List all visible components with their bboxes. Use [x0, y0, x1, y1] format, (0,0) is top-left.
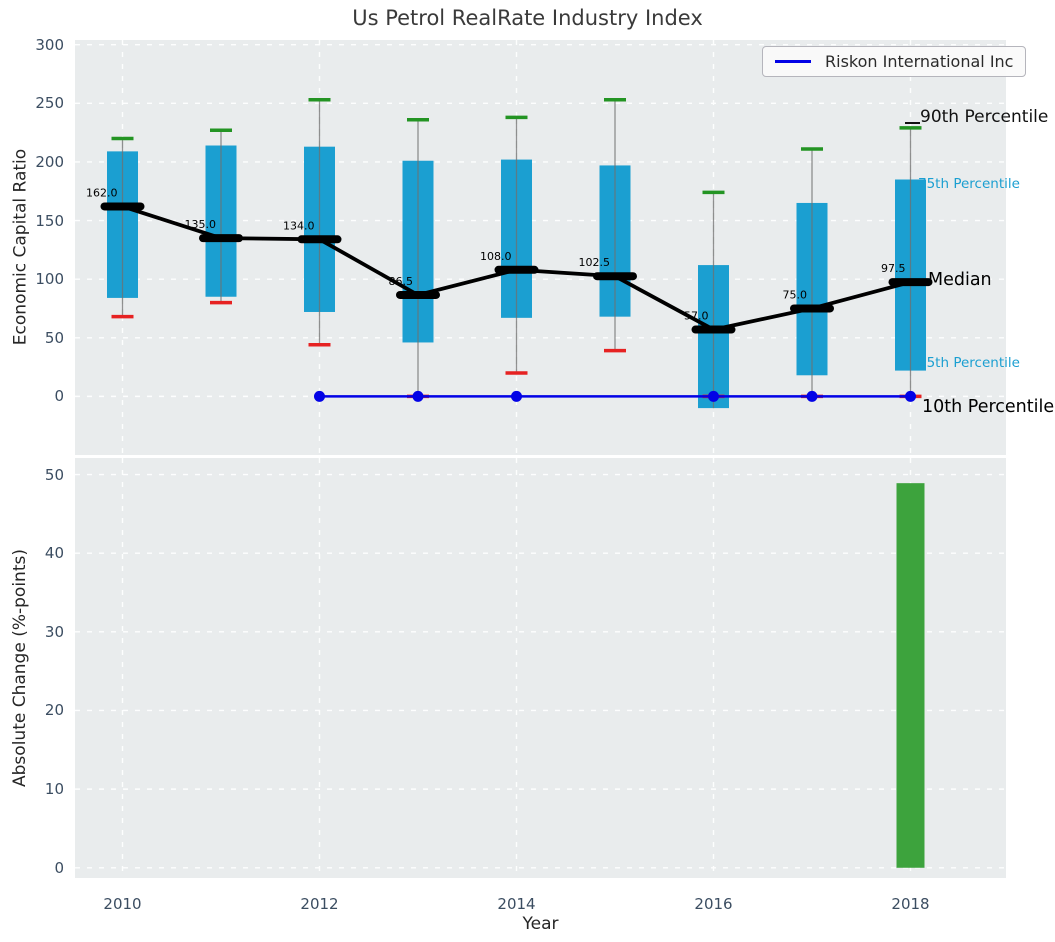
- xtick-2018: 2018: [891, 895, 930, 913]
- boxplot-svg: 162.0 135.0 134.0 86.5 108.0 102.5 57.0 75.0 97.…: [75, 40, 1006, 455]
- company-marker-2018: [905, 390, 916, 402]
- top-ytick-50: 50: [44, 328, 64, 347]
- top-ytick-250: 250: [35, 94, 64, 113]
- annotation-25th-percentile: 25th Percentile: [918, 355, 1020, 371]
- company-marker-2012: [314, 390, 325, 402]
- annotation-median: Median: [928, 270, 992, 290]
- chart-title: Us Petrol RealRate Industry Index: [352, 6, 703, 30]
- company-marker-2013: [412, 390, 424, 402]
- top-plot-area: 162.0 135.0 134.0 86.5 108.0 102.5 57.0 75.0 97.…: [75, 40, 1006, 455]
- bottom-ytick-0: 0: [54, 858, 64, 877]
- top-ytick-0: 0: [54, 387, 64, 406]
- annotation-90th-percentile: 90th Percentile: [920, 107, 1049, 127]
- xtick-2010: 2010: [103, 895, 142, 913]
- company-marker-2017: [806, 390, 818, 402]
- change-bar-2018: [896, 483, 925, 868]
- annotation-10th-percentile: 10th Percentile: [922, 397, 1055, 417]
- bottom-ytick-10: 10: [44, 780, 64, 799]
- median-value-label-2014: 108.0: [480, 250, 512, 263]
- bar-chart-svg: [75, 458, 1006, 878]
- bottom-ytick-20: 20: [44, 701, 64, 720]
- legend-line-sample: [775, 60, 811, 63]
- median-value-label-2018: 97.5: [881, 262, 906, 275]
- top-ytick-200: 200: [35, 152, 64, 171]
- bottom-ytick-50: 50: [44, 465, 64, 484]
- median-value-label-2013: 86.5: [389, 275, 414, 288]
- median-value-label-2012: 134.0: [283, 219, 315, 232]
- top-ytick-150: 150: [35, 211, 64, 230]
- company-marker-2014: [511, 390, 522, 402]
- median-value-label-2015: 102.5: [579, 256, 611, 269]
- median-value-label-2016: 57.0: [684, 310, 709, 323]
- median-value-label-2017: 75.0: [783, 288, 808, 301]
- median-value-label-2010: 162.0: [86, 186, 118, 199]
- bottom-ytick-30: 30: [44, 622, 64, 641]
- xtick-2016: 2016: [694, 895, 733, 913]
- legend: Riskon International Inc: [762, 46, 1027, 77]
- legend-label: Riskon International Inc: [825, 52, 1014, 71]
- bottom-y-axis-label: Absolute Change (%-points): [10, 549, 30, 787]
- annotation-90th-leader-line: [905, 122, 920, 124]
- top-ytick-300: 300: [35, 35, 64, 54]
- x-axis-label: Year: [522, 914, 559, 934]
- median-value-label-2011: 135.0: [185, 218, 217, 231]
- bottom-ytick-40: 40: [44, 544, 64, 563]
- top-ytick-100: 100: [35, 270, 64, 289]
- annotation-75th-percentile: 75th Percentile: [918, 176, 1020, 192]
- bottom-plot-area: [75, 458, 1006, 878]
- xtick-2014: 2014: [497, 895, 536, 913]
- xtick-2012: 2012: [300, 895, 339, 913]
- company-marker-2016: [708, 390, 719, 402]
